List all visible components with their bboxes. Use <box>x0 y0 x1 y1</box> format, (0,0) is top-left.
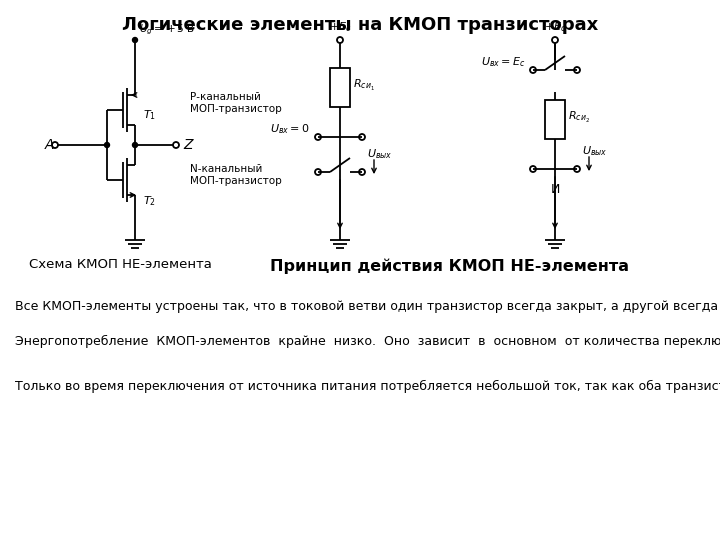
Circle shape <box>104 143 109 147</box>
Text: $U_g = +5$ В: $U_g = +5$ В <box>139 23 195 37</box>
Text: $+E_c$: $+E_c$ <box>544 20 566 34</box>
Text: Логические элементы на КМОП транзисторах: Логические элементы на КМОП транзисторах <box>122 16 598 34</box>
Text: Схема КМОП НЕ-элемента: Схема КМОП НЕ-элемента <box>29 258 212 271</box>
Text: $+E_c$: $+E_c$ <box>329 20 351 34</box>
Text: МОП-транзистор: МОП-транзистор <box>190 104 282 114</box>
Text: $R_{си_1}$: $R_{си_1}$ <box>353 78 375 93</box>
Text: Z: Z <box>183 138 192 152</box>
Text: $R_{си_2}$: $R_{си_2}$ <box>568 110 590 125</box>
Text: $U_{вх}=0$: $U_{вх}=0$ <box>271 122 310 136</box>
Circle shape <box>132 143 138 147</box>
Bar <box>330 68 350 107</box>
Text: Принцип действия КМОП НЕ-элемента: Принцип действия КМОП НЕ-элемента <box>271 258 629 273</box>
Text: Энергопотребление  КМОП-элементов  крайне  низко.  Оно  зависит  в  основном  от: Энергопотребление КМОП-элементов крайне … <box>15 335 720 348</box>
Text: $T_2$: $T_2$ <box>143 194 156 208</box>
Text: $U_{вых}$: $U_{вых}$ <box>367 147 392 161</box>
Text: И: И <box>550 183 559 196</box>
Text: N-канальный: N-канальный <box>190 164 262 174</box>
Text: $T_1$: $T_1$ <box>143 108 156 122</box>
Text: $U_{вх}=E_c$: $U_{вх}=E_c$ <box>480 55 525 69</box>
Text: $U_{вых}$: $U_{вых}$ <box>582 144 608 158</box>
Text: МОП-транзистор: МОП-транзистор <box>190 176 282 186</box>
Text: Р-канальный: Р-канальный <box>190 92 261 102</box>
Text: A: A <box>45 138 55 152</box>
Bar <box>545 100 565 139</box>
Text: Все КМОП-элементы устроены так, что в токовой ветви один транзистор всегда закры: Все КМОП-элементы устроены так, что в то… <box>15 300 720 313</box>
Circle shape <box>132 37 138 43</box>
Text: Только во время переключения от источника питания потребляется небольшой ток, та: Только во время переключения от источник… <box>15 380 720 393</box>
